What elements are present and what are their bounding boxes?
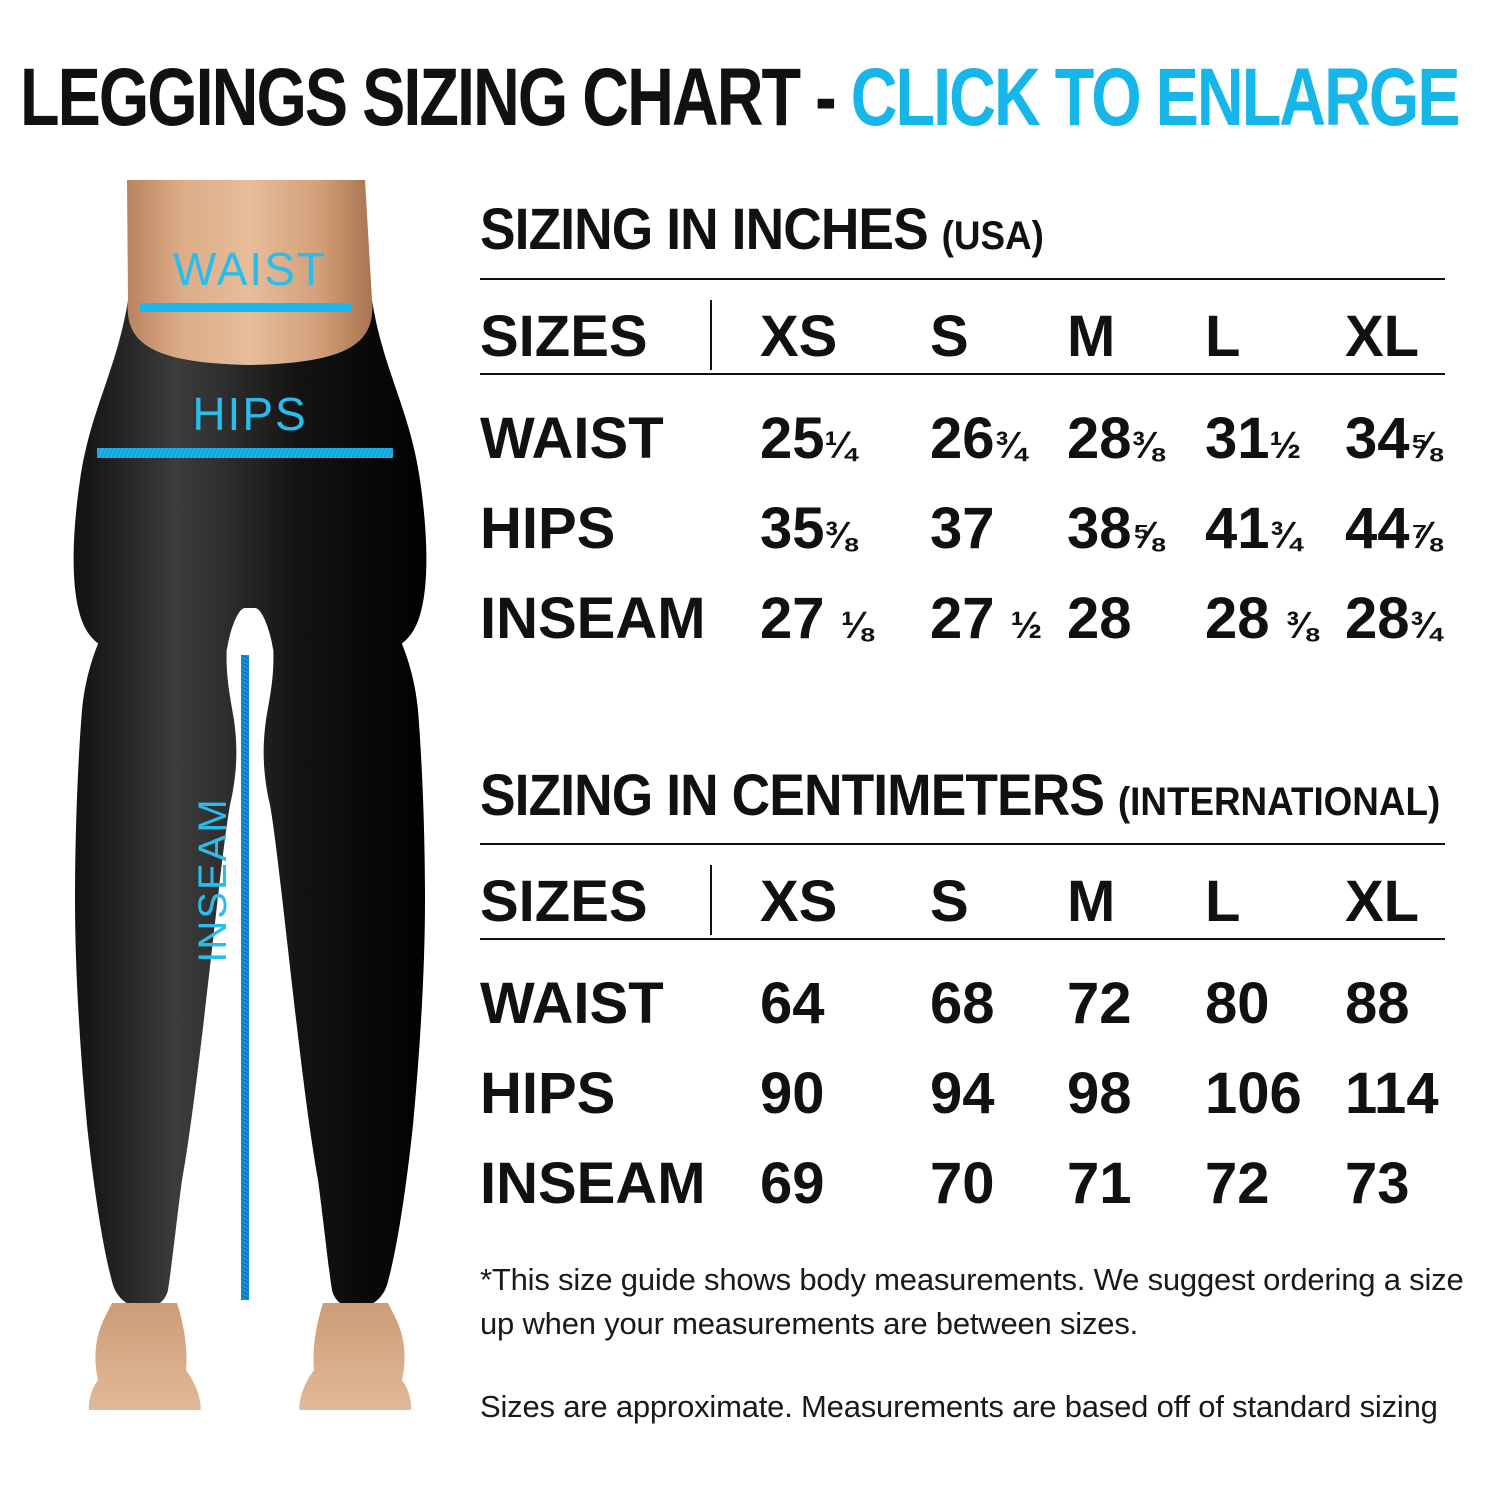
svg-text:WAIST: WAIST [173, 243, 327, 295]
svg-text:INSEAM: INSEAM [191, 797, 235, 962]
svg-text:HIPS: HIPS [192, 388, 307, 440]
